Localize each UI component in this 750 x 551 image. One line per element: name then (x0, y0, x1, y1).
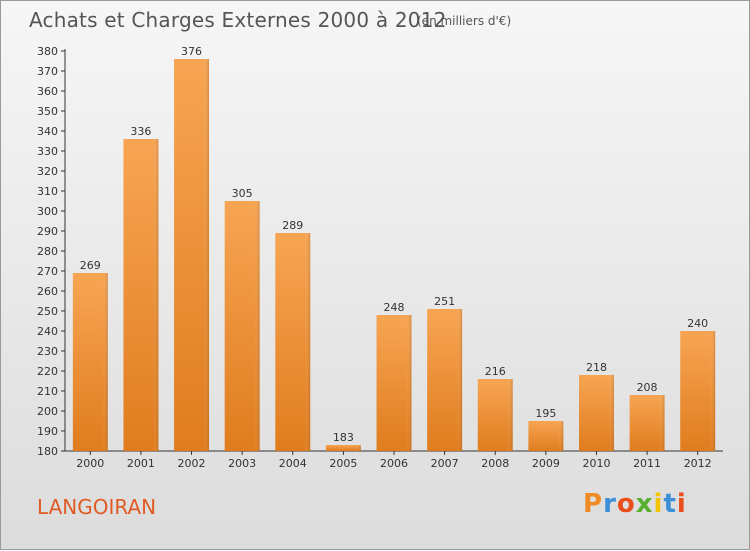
y-tick-label: 370 (37, 65, 58, 78)
bar-shade-2008 (477, 379, 513, 451)
y-tick-label: 210 (37, 385, 58, 398)
bar-shade-2002 (174, 59, 210, 451)
y-tick-label: 180 (37, 445, 58, 458)
y-tick-label: 310 (37, 185, 58, 198)
data-label-2000: 269 (80, 259, 101, 272)
commune-name: LANGOIRAN (37, 495, 157, 519)
x-tick-label: 2001 (127, 457, 155, 470)
bar-shade-2004 (275, 233, 311, 451)
bar-shade-2005 (325, 445, 361, 451)
y-tick-label: 260 (37, 285, 58, 298)
bar-shade-2012 (680, 331, 716, 451)
y-axis: 180 190 200 210 220 230 240 250 260 270 280 290 300 3… (37, 45, 66, 458)
data-label-2002: 376 (181, 45, 202, 58)
logo-letter: o (616, 489, 636, 519)
x-axis: 2000 2001 2002 2003 2004 2005 2006 2007 2008 2009… (65, 450, 723, 470)
bar-shade-2006 (376, 315, 412, 451)
data-label-2009: 195 (535, 407, 556, 420)
x-tick-label: 2008 (481, 457, 509, 470)
x-tick-label: 2003 (228, 457, 256, 470)
y-tick-label: 340 (37, 125, 58, 138)
data-label-2012: 240 (687, 317, 708, 330)
chart-title: Achats et Charges Externes 2000 à 2012 (29, 8, 447, 32)
bar-shade-2010 (578, 375, 614, 451)
y-tick-label: 290 (37, 225, 58, 238)
x-tick-label: 2002 (178, 457, 206, 470)
bar-shade-2011 (629, 395, 665, 451)
data-label-2010: 218 (586, 361, 607, 374)
y-tick-label: 360 (37, 85, 58, 98)
x-tick-label: 2004 (279, 457, 307, 470)
x-tick-label: 2006 (380, 457, 408, 470)
bars-group: 269 336 376 305 289 183 248 251 216 195 218 208 240 (72, 45, 716, 451)
x-tick-label: 2011 (633, 457, 661, 470)
x-tick-label: 2009 (532, 457, 560, 470)
y-tick-label: 190 (37, 425, 58, 438)
y-tick-label: 220 (37, 365, 58, 378)
y-tick-label: 350 (37, 105, 58, 118)
data-label-2004: 289 (282, 219, 303, 232)
x-tick-label: 2000 (76, 457, 104, 470)
y-tick-label: 380 (37, 45, 58, 58)
data-label-2007: 251 (434, 295, 455, 308)
bar-shade-2001 (123, 139, 159, 451)
y-tick-label: 300 (37, 205, 58, 218)
y-tick-label: 270 (37, 265, 58, 278)
x-tick-label: 2007 (431, 457, 459, 470)
chart-subtitle: (en milliers d'€) (417, 14, 512, 28)
y-tick-label: 330 (37, 145, 58, 158)
data-label-2011: 208 (637, 381, 658, 394)
data-label-2001: 336 (130, 125, 151, 138)
x-tick-label: 2005 (329, 457, 357, 470)
y-tick-label: 280 (37, 245, 58, 258)
y-tick-label: 230 (37, 345, 58, 358)
bar-shade-2009 (528, 421, 564, 451)
bar-shade-2007 (427, 309, 463, 451)
x-tick-label: 2012 (684, 457, 712, 470)
data-label-2008: 216 (485, 365, 506, 378)
data-label-2006: 248 (384, 301, 405, 314)
logo-letter: i (653, 489, 664, 519)
bar-shade-2003 (224, 201, 260, 451)
y-tick-label: 320 (37, 165, 58, 178)
proxiti-logo: Proxiti (583, 489, 687, 519)
y-tick-label: 240 (37, 325, 58, 338)
data-label-2005: 183 (333, 431, 354, 444)
x-tick-label: 2010 (582, 457, 610, 470)
logo-letter: x (635, 489, 654, 519)
logo-letter: t (663, 489, 677, 519)
data-label-2003: 305 (232, 187, 253, 200)
bar-shade-2000 (72, 273, 108, 451)
y-tick-label: 250 (37, 305, 58, 318)
logo-letter: P (583, 489, 604, 519)
logo-letter: i (676, 489, 687, 519)
y-tick-label: 200 (37, 405, 58, 418)
logo-letter: r (603, 489, 617, 519)
